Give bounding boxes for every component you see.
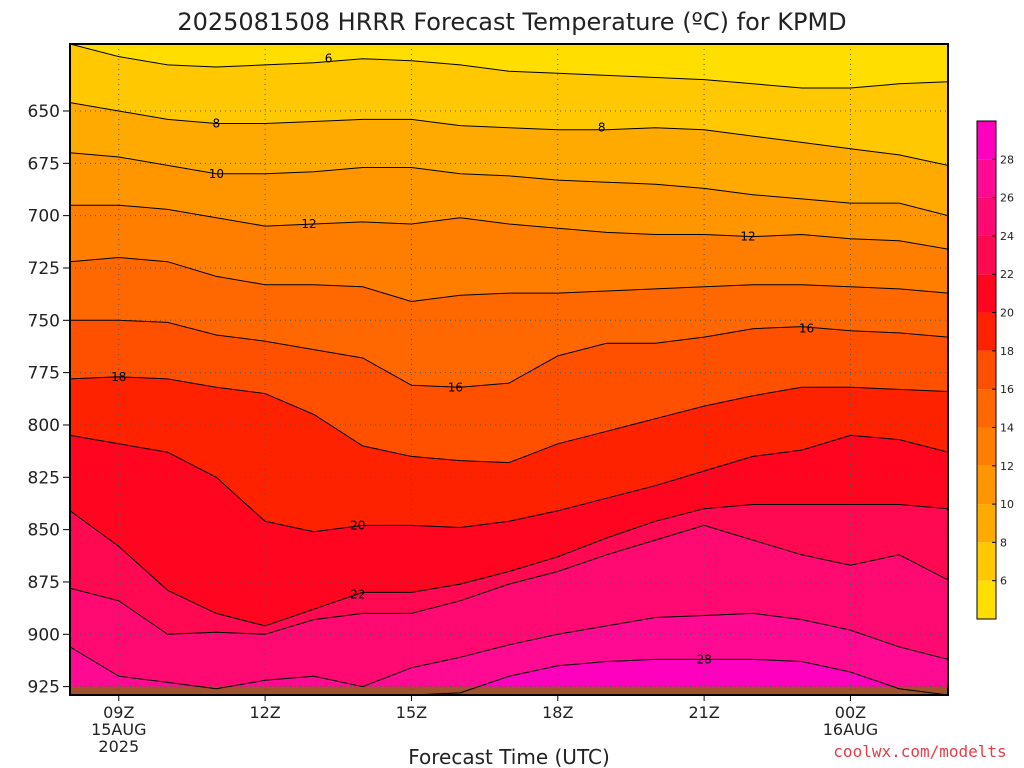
contour-label: 16 — [799, 322, 814, 336]
contour-label: 6 — [325, 52, 333, 66]
colorbar-swatch — [977, 274, 996, 313]
x-tick-label: 12Z — [249, 703, 280, 722]
isotherm-20 — [70, 434, 948, 533]
colorbar-frame — [976, 120, 997, 620]
colorbar-swatch — [977, 542, 996, 581]
isotherm-contours — [70, 44, 948, 695]
isotherm-26 — [70, 612, 948, 690]
y-tick-label: 900 — [28, 625, 60, 645]
contour-labels: 6 8 8 10 12 12 18 16 16 20 22 28 — [111, 52, 814, 667]
credit-text: coolwx.com/modelts — [833, 742, 1006, 761]
plot-frame — [69, 43, 949, 696]
x-tick-label: 09Z — [103, 703, 134, 722]
isotherm-16 — [70, 319, 948, 388]
contour-label: 20 — [350, 518, 365, 532]
colorbar-swatch — [977, 580, 996, 619]
colorbar: 6 8 10 12 14 16 18 20 22 24 26 28 — [976, 120, 1014, 620]
contour-label: 12 — [301, 217, 316, 231]
isotherm-10 — [70, 152, 948, 217]
isotherm-14 — [70, 256, 948, 303]
colorbar-swatch — [977, 121, 996, 160]
y-tick-label: 650 — [28, 102, 60, 122]
ground-strip — [70, 686, 948, 695]
colorbar-tick-label: 12 — [1000, 460, 1014, 473]
y-tick-label: 850 — [28, 521, 60, 541]
colorbar-swatch — [977, 465, 996, 505]
isotherm-24 — [70, 524, 948, 635]
isotherm-28 — [70, 658, 948, 695]
isotherm-18 — [70, 376, 948, 464]
colorbar-tick-label: 24 — [1000, 230, 1014, 243]
colorbar-swatch — [977, 427, 996, 466]
y-tick-label: 775 — [28, 364, 60, 384]
x-tick-label: 00Z — [835, 703, 866, 722]
colorbar-tick-label: 28 — [1000, 153, 1014, 166]
isotherm-8 — [70, 102, 948, 166]
y-tick-label: 750 — [28, 311, 60, 331]
x-tick-label: 15AUG — [91, 720, 146, 739]
colorbar-swatch — [977, 312, 996, 351]
chart-title: 2025081508 HRRR Forecast Temperature (ºC… — [177, 8, 846, 36]
contour-label: 28 — [696, 652, 711, 666]
colorbar-tick-label: 16 — [1000, 383, 1014, 396]
x-tick-label: 15Z — [396, 703, 427, 722]
colorbar-tick-label: 14 — [1000, 421, 1014, 434]
y-tick-label: 925 — [28, 678, 60, 698]
contour-label: 18 — [111, 370, 126, 384]
colorbar-tick-label: 20 — [1000, 307, 1014, 320]
contour-label: 8 — [213, 117, 221, 131]
y-tick-label: 700 — [28, 207, 60, 227]
colorbar-tick-label: 26 — [1000, 192, 1014, 205]
y-tick-label: 800 — [28, 416, 60, 436]
x-axis-label: Forecast Time (UTC) — [408, 745, 610, 768]
x-tick-label: 18Z — [542, 703, 573, 722]
y-tick-label: 875 — [28, 573, 60, 593]
contour-label: 8 — [598, 121, 606, 135]
x-tick-label: 16AUG — [823, 720, 878, 739]
colorbar-tick-label: 22 — [1000, 268, 1014, 281]
x-tick-label: 2025 — [98, 737, 139, 756]
isotherm-6 — [70, 44, 948, 89]
colorbar-tick-label: 18 — [1000, 345, 1014, 358]
colorbar-tick-label: 6 — [1000, 575, 1007, 588]
band-above-28 — [70, 659, 948, 695]
contour-label: 16 — [448, 380, 463, 394]
colorbar-tick-label: 10 — [1000, 498, 1014, 511]
colorbar-tick-label: 8 — [1000, 536, 1007, 549]
grid-lines — [70, 44, 948, 695]
contour-label: 22 — [350, 588, 365, 602]
colorbar-swatch — [977, 350, 996, 390]
colorbar-swatch — [977, 159, 996, 198]
colorbar-swatch — [977, 504, 996, 543]
contour-label: 12 — [740, 230, 755, 244]
y-tick-label: 675 — [28, 154, 60, 174]
colorbar-swatch — [977, 235, 996, 275]
isotherm-22 — [70, 504, 948, 627]
colorbar-swatch — [977, 197, 996, 236]
y-axis: 650 675 700 725 750 775 800 825 850 875 900 925 — [28, 102, 70, 698]
contour-label: 10 — [209, 167, 224, 181]
y-tick-label: 825 — [28, 468, 60, 488]
isotherm-12 — [70, 204, 948, 250]
x-tick-label: 21Z — [688, 703, 719, 722]
y-tick-label: 725 — [28, 259, 60, 279]
colorbar-swatch — [977, 389, 996, 428]
